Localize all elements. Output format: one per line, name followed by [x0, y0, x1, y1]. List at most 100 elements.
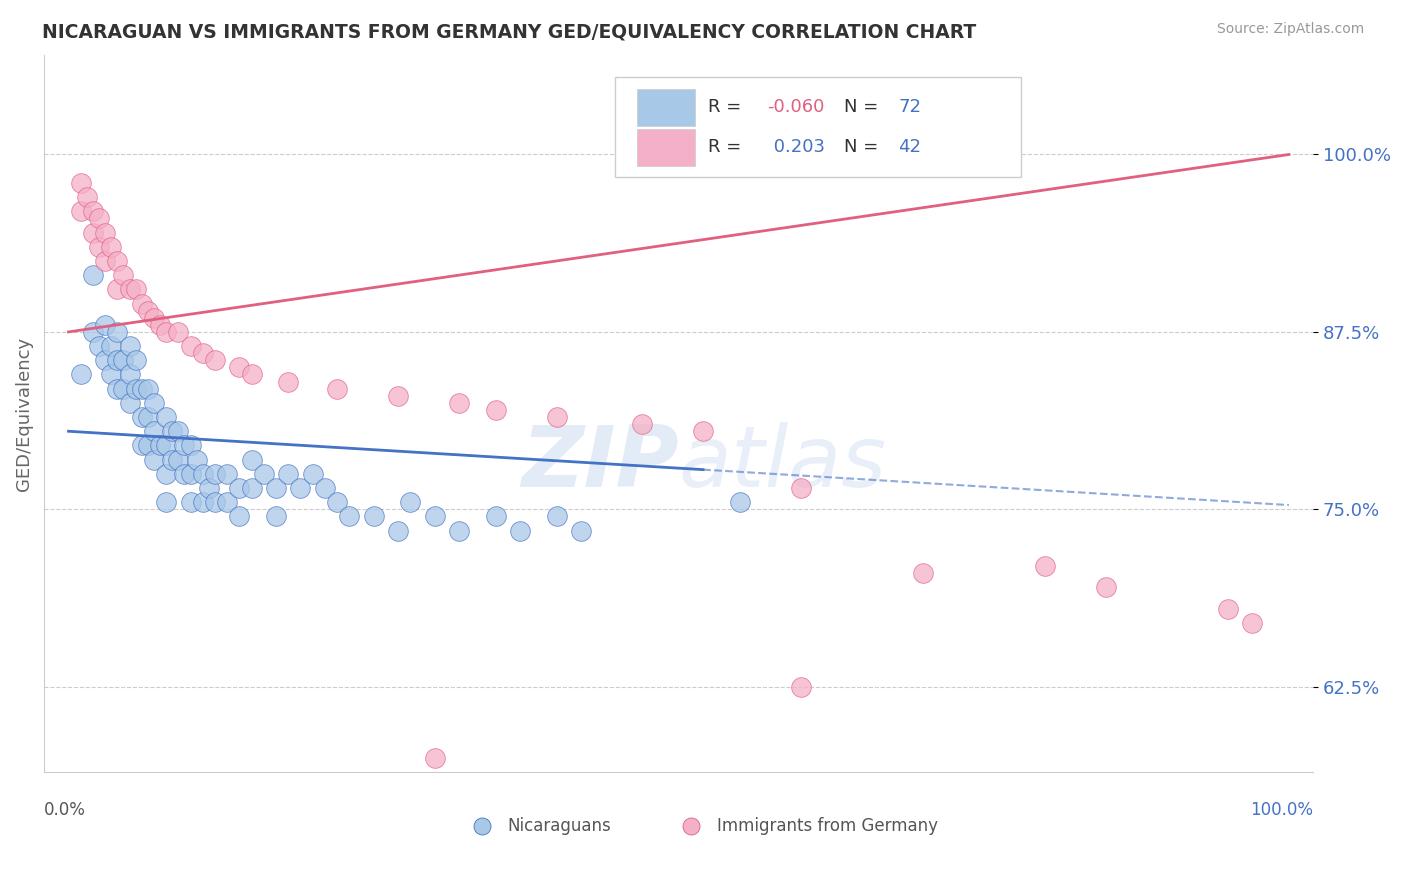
Point	[1241, 615, 1264, 630]
Point	[142, 452, 165, 467]
Point	[277, 375, 299, 389]
Point	[82, 204, 104, 219]
Point	[1094, 580, 1116, 594]
Point	[82, 226, 104, 240]
Point	[69, 176, 91, 190]
Point	[363, 509, 385, 524]
Text: Immigrants from Germany: Immigrants from Germany	[717, 817, 938, 835]
Point	[387, 524, 409, 538]
Point	[290, 481, 312, 495]
Text: Source: ZipAtlas.com: Source: ZipAtlas.com	[1216, 22, 1364, 37]
Point	[198, 481, 221, 495]
Point	[509, 524, 531, 538]
Point	[191, 346, 214, 360]
Point	[569, 524, 592, 538]
Point	[253, 467, 276, 481]
Y-axis label: GED/Equivalency: GED/Equivalency	[15, 336, 32, 491]
Point	[82, 325, 104, 339]
Point	[142, 396, 165, 410]
Text: 0.0%: 0.0%	[44, 800, 86, 819]
Point	[131, 296, 153, 310]
FancyBboxPatch shape	[616, 77, 1021, 177]
Point	[186, 452, 208, 467]
Point	[314, 481, 336, 495]
Point	[911, 566, 934, 581]
Point	[447, 524, 470, 538]
Point	[87, 339, 110, 353]
Point	[142, 424, 165, 438]
Point	[485, 403, 508, 417]
Point	[180, 495, 202, 509]
Point	[76, 190, 98, 204]
Text: 0.203: 0.203	[768, 138, 824, 156]
Point	[155, 495, 177, 509]
Point	[69, 368, 91, 382]
Point	[94, 353, 117, 368]
Point	[180, 339, 202, 353]
Point	[124, 282, 146, 296]
FancyBboxPatch shape	[637, 129, 695, 166]
Point	[155, 467, 177, 481]
Text: NICARAGUAN VS IMMIGRANTS FROM GERMANY GED/EQUIVALENCY CORRELATION CHART: NICARAGUAN VS IMMIGRANTS FROM GERMANY GE…	[42, 22, 976, 41]
Point	[1033, 559, 1056, 574]
Text: 42: 42	[898, 138, 921, 156]
Point	[423, 509, 446, 524]
Point	[228, 481, 250, 495]
Point	[790, 680, 813, 694]
Point	[94, 318, 117, 332]
Point	[94, 226, 117, 240]
Point	[87, 211, 110, 226]
Point	[131, 410, 153, 425]
Point	[149, 318, 172, 332]
Point	[326, 495, 349, 509]
Point	[447, 396, 470, 410]
Text: atlas: atlas	[679, 422, 887, 505]
Text: Nicaraguans: Nicaraguans	[508, 817, 612, 835]
Point	[692, 424, 714, 438]
Point	[264, 481, 287, 495]
Point	[191, 495, 214, 509]
Point	[423, 750, 446, 764]
Point	[173, 438, 195, 452]
Point	[82, 268, 104, 282]
Point	[142, 310, 165, 325]
Point	[162, 424, 184, 438]
Point	[118, 282, 141, 296]
Point	[131, 382, 153, 396]
Point	[180, 438, 202, 452]
Point	[167, 452, 190, 467]
Point	[326, 382, 349, 396]
Point	[118, 339, 141, 353]
Point	[485, 509, 508, 524]
Point	[240, 481, 263, 495]
Point	[217, 495, 239, 509]
Point	[155, 325, 177, 339]
Point	[155, 410, 177, 425]
Point	[100, 240, 122, 254]
Point	[105, 254, 128, 268]
Point	[112, 382, 135, 396]
Point	[105, 382, 128, 396]
Point	[277, 467, 299, 481]
Point	[790, 481, 813, 495]
Point	[167, 424, 190, 438]
Point	[228, 360, 250, 375]
Point	[100, 368, 122, 382]
Point	[112, 353, 135, 368]
Point	[728, 495, 751, 509]
Point	[204, 467, 226, 481]
Point	[180, 467, 202, 481]
Point	[136, 303, 159, 318]
Point	[546, 509, 568, 524]
Point	[131, 438, 153, 452]
Point	[112, 268, 135, 282]
Text: 72: 72	[898, 98, 921, 116]
Point	[87, 240, 110, 254]
Point	[124, 382, 146, 396]
Point	[173, 467, 195, 481]
Point	[217, 467, 239, 481]
Point	[155, 438, 177, 452]
Text: R =: R =	[707, 138, 747, 156]
Text: -0.060: -0.060	[768, 98, 825, 116]
Text: R =: R =	[707, 98, 747, 116]
